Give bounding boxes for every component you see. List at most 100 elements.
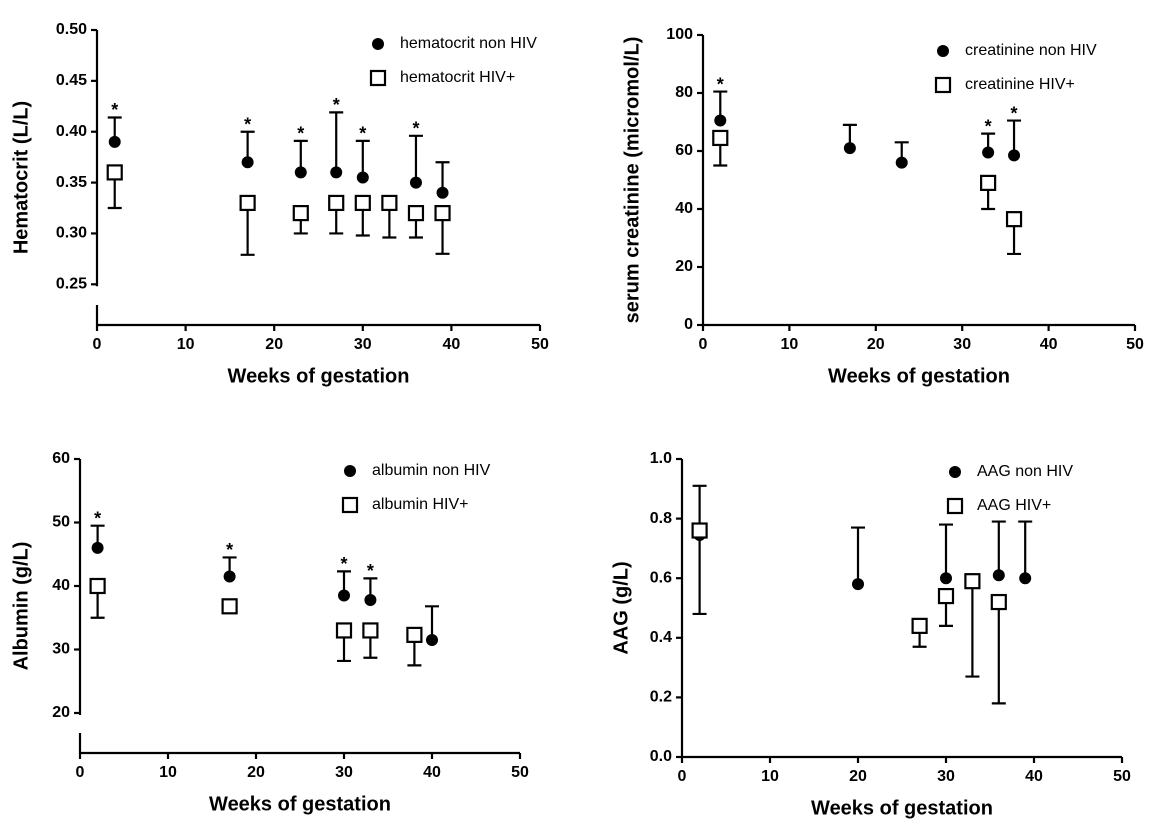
legend-marker xyxy=(949,466,961,478)
point xyxy=(937,587,955,605)
point xyxy=(940,572,952,585)
point xyxy=(691,522,708,539)
x-axis-title: Weeks of gestation xyxy=(209,793,391,815)
x-tick-label: 40 xyxy=(443,336,461,353)
y-tick-label: 0.25 xyxy=(56,276,87,293)
y-axis-title: Albumin (g/L) xyxy=(10,542,32,671)
error-bar xyxy=(1018,520,1033,579)
point xyxy=(980,174,997,191)
legend-label: creatinine HIV+ xyxy=(965,76,1075,93)
legend-marker xyxy=(934,76,952,94)
point xyxy=(221,598,238,615)
point xyxy=(108,135,121,148)
x-tick-label: 0 xyxy=(678,768,687,785)
legend-marker xyxy=(341,496,359,514)
error-bar xyxy=(240,202,255,256)
y-tick-label: 0.0 xyxy=(650,748,672,765)
legend-label: albumin HIV+ xyxy=(372,496,469,513)
point xyxy=(992,569,1005,582)
y-axis-title: AAG (g/L) xyxy=(610,561,632,654)
x-tick-label: 0 xyxy=(93,336,102,353)
significance-label: * xyxy=(367,561,374,581)
legend-label: AAG non HIV xyxy=(977,463,1073,480)
error-bar xyxy=(851,526,865,585)
x-tick-label: 50 xyxy=(1126,336,1144,353)
point xyxy=(364,593,377,606)
point xyxy=(330,166,343,179)
x-tick-label: 10 xyxy=(177,336,195,353)
error-bar xyxy=(408,134,423,183)
point xyxy=(338,589,350,602)
point xyxy=(1008,149,1021,162)
y-tick-label: 20 xyxy=(675,258,693,275)
point xyxy=(294,166,307,179)
point xyxy=(239,194,256,212)
x-tick-label: 50 xyxy=(531,336,549,353)
x-tick-label: 30 xyxy=(937,768,955,785)
error-bar xyxy=(692,530,707,616)
point xyxy=(407,205,425,222)
significance-label: * xyxy=(111,100,118,120)
point xyxy=(223,570,236,583)
y-tick-label: 40 xyxy=(52,577,70,594)
x-tick-label: 10 xyxy=(761,768,779,785)
point xyxy=(335,622,353,639)
legend-label: albumin non HIV xyxy=(372,462,491,479)
y-tick-label: 0.35 xyxy=(56,174,87,191)
legend-marker xyxy=(946,497,964,515)
y-tick-label: 0.6 xyxy=(650,569,672,586)
legend-label: AAG HIV+ xyxy=(977,497,1051,514)
y-tick-label: 40 xyxy=(675,200,693,217)
point xyxy=(843,142,856,155)
x-tick-label: 0 xyxy=(76,764,85,781)
point xyxy=(328,194,345,212)
point xyxy=(292,205,309,222)
point xyxy=(434,205,451,222)
y-tick-label: 30 xyxy=(52,641,70,658)
point xyxy=(982,146,995,159)
error-bar xyxy=(329,111,344,173)
point xyxy=(714,114,727,127)
y-tick-label: 100 xyxy=(666,26,693,43)
x-tick-label: 50 xyxy=(511,764,529,781)
significance-label: * xyxy=(333,95,340,115)
point xyxy=(354,194,371,212)
x-axis-title: Weeks of gestation xyxy=(828,365,1010,387)
error-bar xyxy=(991,520,1006,576)
point xyxy=(106,164,123,181)
y-tick-label: 0.8 xyxy=(650,510,672,527)
legend-label: hematocrit HIV+ xyxy=(400,69,515,86)
significance-label: * xyxy=(985,116,992,136)
point xyxy=(362,622,379,639)
y-tick-label: 0.50 xyxy=(56,21,87,38)
significance-label: * xyxy=(359,124,366,144)
point xyxy=(436,186,449,199)
point xyxy=(381,194,398,212)
point xyxy=(895,156,908,169)
y-tick-label: 80 xyxy=(675,84,693,101)
y-tick-label: 1.0 xyxy=(650,450,672,467)
error-bar xyxy=(939,523,953,579)
y-tick-label: 60 xyxy=(52,450,70,467)
point xyxy=(990,593,1007,611)
y-tick-label: 0.40 xyxy=(56,123,87,140)
point xyxy=(406,626,423,643)
x-tick-label: 20 xyxy=(247,764,265,781)
legend-label: hematocrit non HIV xyxy=(400,35,537,52)
x-tick-label: 40 xyxy=(1025,768,1043,785)
x-tick-label: 30 xyxy=(953,336,971,353)
point xyxy=(89,577,106,595)
x-tick-label: 30 xyxy=(354,336,372,353)
significance-label: * xyxy=(297,124,304,144)
point xyxy=(426,633,438,646)
significance-label: * xyxy=(226,540,233,560)
y-tick-label: 0.2 xyxy=(650,689,672,706)
significance-label: * xyxy=(1011,103,1018,123)
point xyxy=(712,129,729,147)
y-axis-title: Hematocrit (L/L) xyxy=(10,101,32,254)
x-tick-label: 50 xyxy=(1113,768,1131,785)
significance-label: * xyxy=(94,508,101,528)
x-tick-label: 40 xyxy=(1040,336,1058,353)
error-bar xyxy=(991,602,1006,705)
